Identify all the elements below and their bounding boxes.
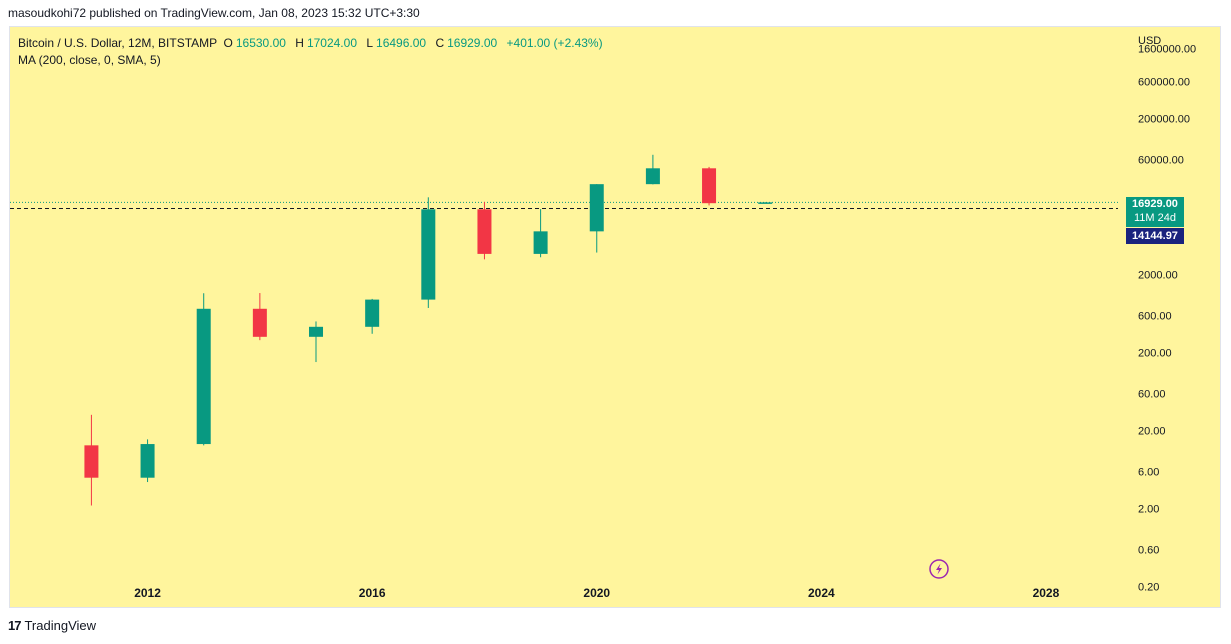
legend: Bitcoin / U.S. Dollar, 12M, BITSTAMP O 16… bbox=[18, 35, 606, 69]
price-tick-label: 600.00 bbox=[1138, 311, 1172, 323]
price-tick-label: 1600000.00 bbox=[1138, 43, 1196, 55]
ohlc-high: H 17024.00 bbox=[295, 36, 357, 50]
candle-body bbox=[196, 308, 211, 445]
candle-body bbox=[477, 209, 492, 254]
lightning-icon[interactable] bbox=[929, 559, 949, 579]
price-tick-label: 20.00 bbox=[1138, 426, 1166, 438]
price-tick-label: 600000.00 bbox=[1138, 77, 1190, 89]
price-tick-label: 0.60 bbox=[1138, 545, 1159, 557]
price-tick-label: 2.00 bbox=[1138, 504, 1159, 516]
ohlc-low: L 16496.00 bbox=[366, 36, 427, 50]
chart-panel[interactable]: USD 1600000.00 600000.00 200000.00 60000.00 2… bbox=[9, 26, 1221, 608]
candle-body bbox=[309, 326, 324, 337]
time-tick-label: 2024 bbox=[808, 586, 835, 600]
candle bbox=[309, 321, 324, 363]
time-tick-label: 2020 bbox=[583, 586, 610, 600]
price-tick-label: 200000.00 bbox=[1138, 114, 1190, 126]
candle-body bbox=[365, 299, 380, 327]
candle bbox=[84, 414, 99, 506]
price-tick-label: 200.00 bbox=[1138, 348, 1172, 360]
candle-body bbox=[758, 202, 773, 204]
price-tick-label: 6.00 bbox=[1138, 467, 1159, 479]
candle-body bbox=[252, 308, 267, 337]
candle-body bbox=[84, 445, 99, 478]
footer[interactable]: 17 TradingView bbox=[8, 618, 96, 633]
time-tick-label: 2016 bbox=[359, 586, 386, 600]
price-tick-label: 0.20 bbox=[1138, 582, 1159, 594]
candle bbox=[533, 209, 548, 258]
time-axis: 20122016202020242028203 bbox=[134, 586, 1060, 600]
candle-body bbox=[533, 231, 548, 254]
last-price-tag: 16929.00 11M 24d bbox=[1126, 197, 1184, 227]
candle bbox=[140, 439, 155, 483]
price-tick-label: 2000.00 bbox=[1138, 270, 1178, 282]
candle bbox=[702, 166, 717, 206]
time-tick-label: 2028 bbox=[1033, 586, 1060, 600]
brand-name: TradingView bbox=[24, 618, 97, 633]
time-tick-label: 2012 bbox=[134, 586, 161, 600]
indicator-label[interactable]: MA (200, close, 0, SMA, 5) bbox=[18, 53, 161, 67]
candle-body bbox=[702, 168, 717, 204]
candle-body bbox=[140, 444, 155, 478]
price-tick-label: 60.00 bbox=[1138, 389, 1166, 401]
candle-body bbox=[421, 209, 436, 300]
ohlc-open: O 16530.00 bbox=[223, 36, 286, 50]
candle bbox=[477, 201, 492, 260]
candle bbox=[758, 202, 773, 204]
candle-body bbox=[645, 168, 660, 185]
symbol-title[interactable]: Bitcoin / U.S. Dollar, 12M, BITSTAMP bbox=[18, 36, 218, 50]
publisher-header: masoudkohi72 published on TradingView.co… bbox=[8, 6, 420, 20]
candle bbox=[252, 293, 267, 341]
currency-label: USD bbox=[1138, 35, 1161, 47]
candle bbox=[645, 154, 660, 185]
candle bbox=[365, 298, 380, 334]
price-tick-label: 60000.00 bbox=[1138, 155, 1184, 167]
candle bbox=[196, 293, 211, 446]
candles bbox=[84, 154, 773, 506]
candle-body bbox=[589, 184, 604, 232]
change-value: +401.00 (+2.43%) bbox=[506, 36, 603, 50]
ohlc-close: C 16929.00 bbox=[435, 36, 498, 50]
candle bbox=[589, 184, 604, 253]
tradingview-logo-icon: 17 bbox=[8, 618, 22, 633]
ma-price-tag: 14144.97 bbox=[1126, 228, 1184, 244]
candle bbox=[421, 197, 436, 308]
